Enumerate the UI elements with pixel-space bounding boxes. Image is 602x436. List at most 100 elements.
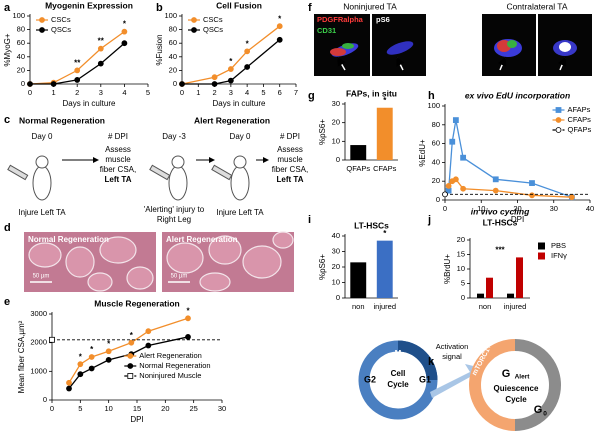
y-axis-label: %Fusion	[155, 34, 164, 65]
x-tick-label: 10	[477, 204, 485, 213]
diagram-label: S	[395, 400, 401, 409]
x-tick-label: 40	[586, 204, 594, 213]
y-tick-label: 20	[169, 65, 177, 74]
data-point	[276, 36, 283, 43]
legend-label: QFAPs	[568, 125, 592, 134]
y-axis-label: %EdU+	[418, 139, 427, 167]
data-point	[227, 66, 234, 72]
y-tick-label: 1000	[30, 366, 47, 375]
x-tick-label: non	[352, 302, 365, 311]
diagram-label: G1	[419, 374, 431, 384]
x-tick-label: 30	[550, 204, 558, 213]
data-point	[449, 138, 456, 145]
x-tick-label: 3	[229, 88, 233, 97]
y-tick-label: 10	[332, 277, 340, 286]
y-tick-label: 80	[17, 25, 25, 34]
data-point	[27, 81, 33, 87]
legend-swatch	[538, 242, 545, 250]
x-tick-label: 3	[99, 88, 103, 97]
y-tick-label: 20	[432, 176, 440, 185]
diagram-label: muscle	[105, 155, 131, 164]
y-tick-label: 60	[17, 38, 25, 47]
diagram-label: G2	[364, 374, 376, 384]
x-tick-label: 0	[28, 88, 32, 97]
legend-marker	[555, 127, 562, 133]
diagram-label: PDGFRalpha	[317, 15, 364, 24]
legend-marker	[555, 117, 562, 123]
diagram-label: Normal Regeneration	[19, 115, 105, 125]
panel-letter: e	[4, 296, 10, 308]
x-tick-label: 4	[122, 88, 126, 97]
legend-label: AFAPs	[568, 105, 591, 114]
bar	[350, 262, 367, 298]
x-tick-label: 5	[146, 88, 150, 97]
x-tick-label: 5	[261, 88, 265, 97]
data-point	[145, 328, 152, 335]
data-point	[88, 354, 95, 360]
diagram-label: 0	[543, 411, 547, 418]
legend-label: CFAPs	[568, 115, 592, 124]
x-tick-label: QFAPs	[346, 164, 370, 173]
y-axis-label: %BrdU+	[443, 254, 452, 284]
diagram-label: Alert Regeneration	[194, 115, 270, 125]
data-point	[211, 81, 218, 87]
legend-marker	[191, 17, 197, 23]
legend-label: CSCs	[203, 15, 223, 24]
schematic-c	[7, 155, 269, 201]
panel-letter: a	[4, 2, 11, 14]
y-tick-label: 20	[457, 235, 465, 244]
y-tick-label: 10	[332, 136, 340, 145]
diagram-label: # DPI	[280, 132, 300, 141]
x-tick-label: 2	[75, 88, 79, 97]
y-tick-label: 100	[427, 101, 440, 110]
legend-swatch	[538, 252, 545, 260]
x-tick-label: 20	[161, 404, 169, 413]
y-tick-label: 0	[461, 293, 465, 302]
y-axis-label: Mean fiber CSA,µm²	[17, 320, 26, 393]
diagram-label: M	[395, 349, 402, 358]
data-point	[185, 334, 191, 340]
y-tick-label: 40	[17, 52, 25, 61]
diagram-label: Cell	[391, 369, 406, 378]
legend-label: CSCs	[51, 15, 71, 24]
data-point	[529, 180, 535, 186]
x-tick-label: CFAPs	[373, 164, 397, 173]
diagram-label: Activation	[436, 342, 469, 351]
bar	[376, 107, 393, 160]
diagram-label: G	[502, 368, 511, 380]
y-tick-label: 10	[457, 264, 465, 273]
data-point	[452, 117, 459, 123]
diagram-label: pS6	[376, 15, 390, 24]
y-tick-label: 60	[169, 38, 177, 47]
legend-marker	[39, 27, 45, 33]
data-point	[460, 185, 467, 192]
y-tick-label: 80	[432, 120, 440, 129]
x-tick-label: injured	[373, 302, 396, 311]
legend-marker	[555, 107, 562, 113]
diagram-label: signal	[442, 352, 462, 361]
x-tick-label: 6	[278, 88, 282, 97]
x-axis-label: DPI	[130, 415, 143, 424]
bar	[516, 257, 523, 298]
diagram-label: 50 µm	[33, 274, 50, 280]
legend-label: Noninjured Muscle	[139, 371, 201, 380]
diagram-label: G	[534, 404, 543, 416]
y-axis-label: %pS6+	[318, 119, 327, 145]
significance-label: *	[229, 57, 233, 66]
y-tick-label: 30	[332, 246, 340, 255]
panel-letter: b	[156, 2, 163, 14]
y-tick-label: 60	[432, 139, 440, 148]
diagram-label: 50 µm	[171, 274, 188, 280]
data-point	[66, 385, 72, 392]
data-point	[460, 154, 467, 161]
data-point	[492, 176, 499, 183]
bar	[350, 145, 367, 160]
x-axis-label: DPI	[511, 215, 524, 224]
x-tick-label: 0	[443, 204, 447, 213]
chart-title: LT-HSCs	[354, 220, 389, 230]
x-tick-label: 30	[218, 404, 226, 413]
x-axis-label: Days in culture	[63, 99, 116, 108]
diagram-label: Left TA	[105, 175, 132, 184]
y-axis-label: %pS6+	[318, 254, 327, 280]
diagram-label: Left TA	[277, 175, 304, 184]
